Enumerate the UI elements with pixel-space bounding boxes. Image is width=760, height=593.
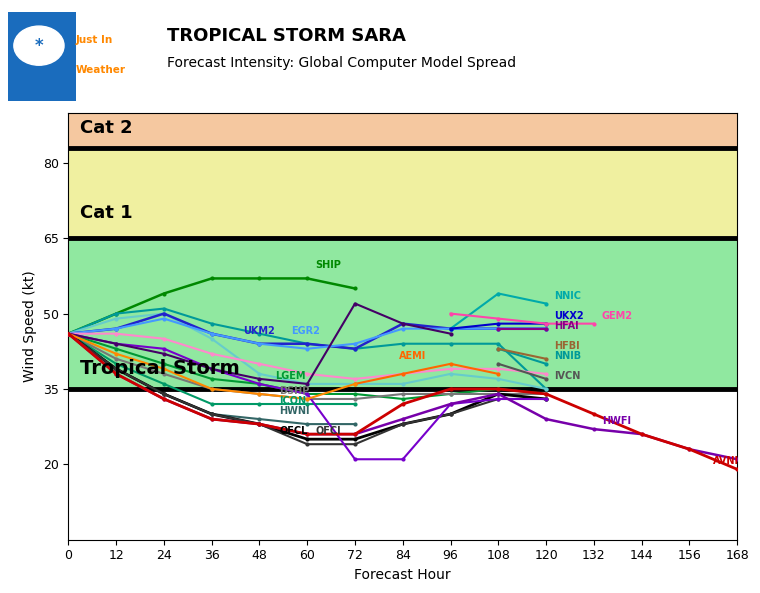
Text: Just In: Just In [76,36,113,45]
Bar [68,389,737,540]
Text: HFAI: HFAI [554,321,578,331]
Text: UKM2: UKM2 [243,326,275,336]
Text: HFBI: HFBI [554,341,580,350]
Text: SHIP: SHIP [315,260,341,270]
Text: HWFI: HWFI [602,416,631,426]
Circle shape [14,26,64,65]
Text: OFCI: OFCI [315,426,340,436]
Text: *: * [35,37,43,55]
Text: TROPICAL STORM SARA: TROPICAL STORM SARA [167,27,406,44]
Text: Cat 2: Cat 2 [81,119,133,137]
Text: HWNI: HWNI [280,406,310,416]
Text: Forecast Intensity: Global Computer Model Spread: Forecast Intensity: Global Computer Mode… [167,56,516,71]
Text: OFCL: OFCL [280,426,308,436]
Text: LGEM: LGEM [275,371,306,381]
X-axis label: Forecast Hour: Forecast Hour [354,568,451,582]
Text: UKX2: UKX2 [554,311,584,321]
Bar [68,238,737,389]
Text: NNIB: NNIB [554,351,581,361]
Text: DSHP: DSHP [280,386,310,396]
Text: AEMI: AEMI [399,351,426,361]
Text: EGR2: EGR2 [291,326,320,336]
Y-axis label: Wind Speed (kt): Wind Speed (kt) [23,270,37,382]
Text: IVCN: IVCN [554,371,581,381]
Text: GEM2: GEM2 [602,311,633,321]
Text: Cat 1: Cat 1 [81,204,133,222]
Text: AVNI: AVNI [714,456,739,466]
Text: Weather: Weather [76,65,126,75]
Text: Tropical Storm: Tropical Storm [81,359,240,378]
Bar [68,113,737,148]
Text: ICON: ICON [280,396,306,406]
Bar [68,148,737,238]
Text: NNIC: NNIC [554,291,581,301]
FancyBboxPatch shape [2,8,76,106]
